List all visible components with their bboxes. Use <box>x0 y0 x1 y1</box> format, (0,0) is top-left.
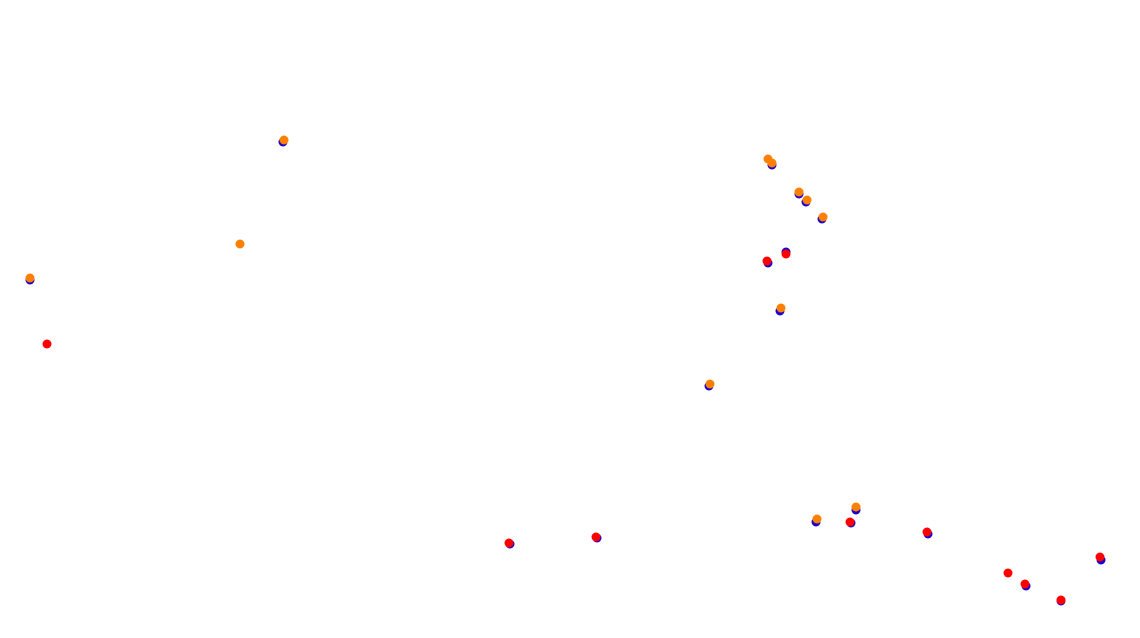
orange-point <box>279 135 289 145</box>
series-layer <box>25 135 1106 606</box>
red-point <box>781 249 791 259</box>
red-point <box>591 532 601 542</box>
orange-series <box>25 135 861 524</box>
red-point <box>42 339 52 349</box>
red-point <box>762 256 772 266</box>
red-point <box>504 538 514 548</box>
red-series <box>42 249 1105 605</box>
orange-point <box>818 212 828 222</box>
orange-point <box>235 239 245 249</box>
orange-point <box>794 187 804 197</box>
orange-point <box>767 158 777 168</box>
orange-point <box>802 195 812 205</box>
red-point <box>1056 595 1066 605</box>
orange-point <box>851 502 861 512</box>
red-point <box>845 517 855 527</box>
orange-point <box>776 303 786 313</box>
red-point <box>1020 579 1030 589</box>
orange-point <box>25 273 35 283</box>
red-point <box>922 527 932 537</box>
orange-point <box>812 514 822 524</box>
red-point <box>1003 568 1013 578</box>
red-point <box>1095 552 1105 562</box>
orange-point <box>705 379 715 389</box>
